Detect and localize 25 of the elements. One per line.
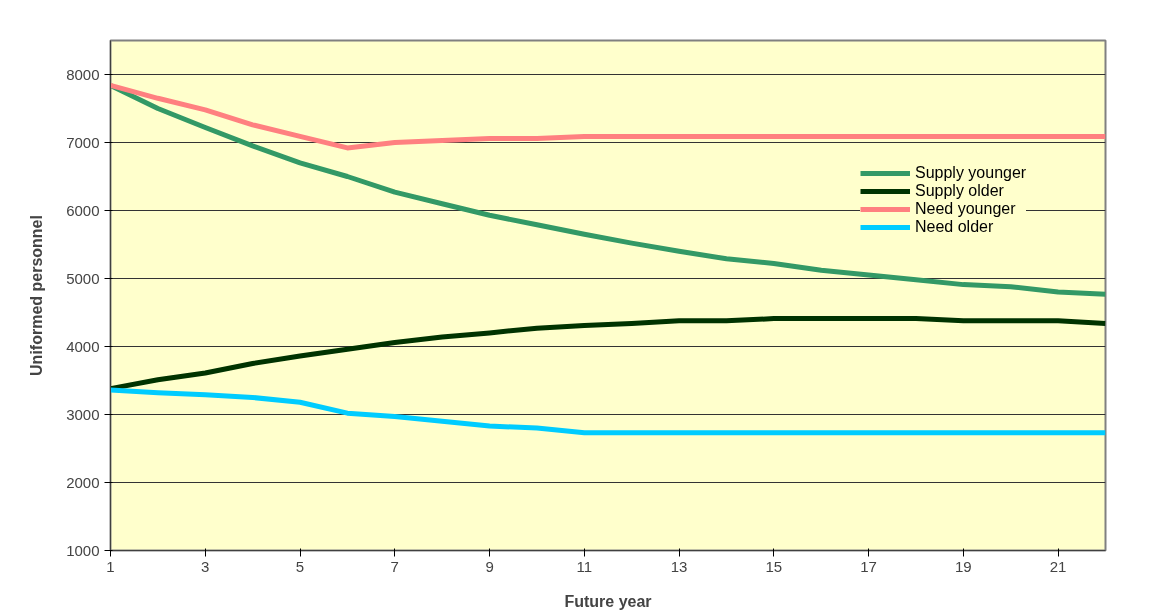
x-tick-label: 21 [1049,557,1067,575]
legend-label: Need older [915,218,994,236]
y-tick-label: 7000 [66,133,100,151]
legend-label: Need younger [915,200,1016,218]
y-tick-label: 3000 [66,405,100,423]
x-tick-label: 5 [295,557,305,575]
x-axis-title: Future year [564,592,652,610]
y-tick-label: 8000 [66,65,100,83]
y-tick-label: 5000 [66,269,100,287]
legend-label: Supply younger [915,164,1027,182]
y-tick-label: 4000 [66,337,100,355]
x-tick-label: 17 [860,557,877,575]
x-tick-label: 13 [670,557,688,575]
x-tick-label: 7 [390,557,399,575]
legend-label: Supply older [915,182,1004,200]
x-tick-label: 11 [576,557,593,575]
y-tick-label: 1000 [66,541,100,559]
y-tick-label: 2000 [66,473,100,491]
x-tick-label: 15 [765,557,783,575]
x-tick-label: 9 [485,557,494,575]
x-tick-label: 19 [955,557,972,575]
x-tick-label: 1 [106,557,115,575]
y-tick-label: 6000 [66,201,100,219]
y-axis-title: Uniformed personnel [28,215,46,376]
x-tick-label: 3 [201,557,210,575]
